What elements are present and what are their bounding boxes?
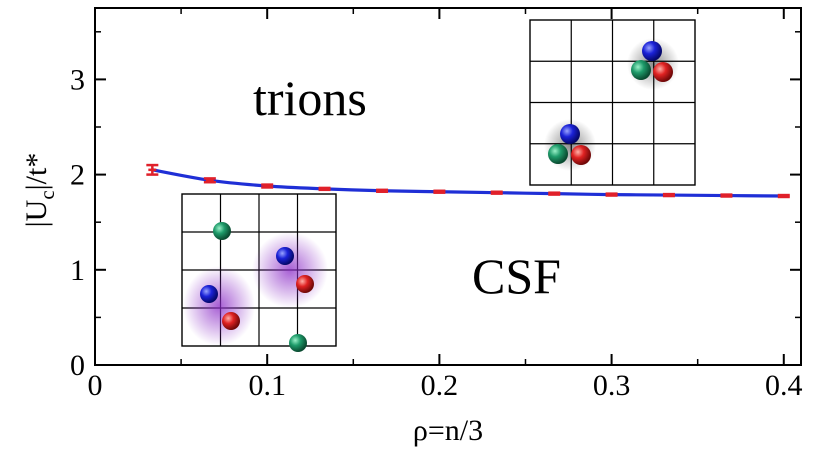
x-tick-label: 0.4 <box>765 369 803 402</box>
annotation-csf: CSF <box>472 248 561 304</box>
inset-csf-lattice <box>181 193 337 352</box>
y-axis-title-base: |U <box>20 199 53 227</box>
x-tick-label: 0.3 <box>593 369 631 402</box>
red-particle <box>222 312 240 330</box>
error-bar <box>318 186 331 192</box>
plot-frame <box>94 7 802 366</box>
y-tick-label: 2 <box>70 159 85 192</box>
y-tick-label: 1 <box>70 254 85 287</box>
x-tick-label: 0 <box>88 369 103 402</box>
red-particle <box>653 62 673 82</box>
error-bar <box>203 177 216 184</box>
y-tick-label: 0 <box>70 349 85 382</box>
blue-particle <box>276 247 294 265</box>
x-axis-title: ρ=n/3 <box>413 414 483 447</box>
annotation-trions: trions <box>253 70 367 126</box>
error-bar <box>662 192 675 198</box>
series-layer <box>146 163 790 199</box>
series-line <box>152 168 784 198</box>
inset-trions-lattice <box>529 19 696 186</box>
y-tick-label: 3 <box>70 63 85 96</box>
error-bar <box>433 189 446 194</box>
trion-cluster-lower <box>544 119 596 171</box>
blue-particle <box>560 124 580 144</box>
x-ticks: 0 0.1 0.2 0.3 0.4 <box>88 8 803 402</box>
trion-cluster-upper <box>627 38 679 90</box>
green-particle <box>289 334 307 352</box>
y-axis-title-subscript: c <box>35 190 59 199</box>
error-bar <box>605 192 618 197</box>
green-particle <box>213 222 231 240</box>
red-particle <box>571 145 591 165</box>
error-bar <box>720 193 733 198</box>
error-bar <box>490 190 503 195</box>
error-bar <box>261 183 274 189</box>
error-bar <box>376 188 389 193</box>
red-particle <box>296 275 314 293</box>
green-particle <box>548 144 568 164</box>
x-tick-label: 0.2 <box>421 369 459 402</box>
y-axis-title: |Uc|/t* <box>20 153 59 228</box>
blue-particle <box>642 41 662 61</box>
x-tick-label: 0.1 <box>248 369 286 402</box>
green-particle <box>631 60 651 80</box>
blue-particle <box>200 285 218 303</box>
error-bar <box>777 193 790 199</box>
y-ticks: 0 1 2 3 <box>70 31 801 382</box>
y-axis-title-rest: |/t* <box>20 153 53 191</box>
error-bar <box>146 163 159 176</box>
error-bar <box>548 191 561 196</box>
